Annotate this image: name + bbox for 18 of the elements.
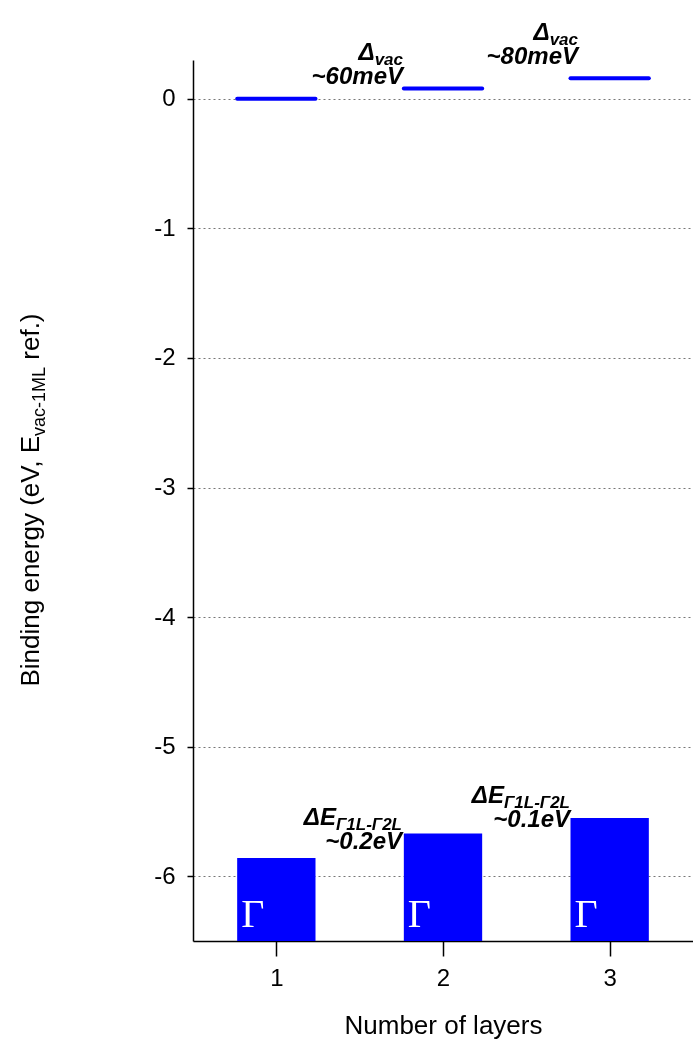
y-tick-label: -6 xyxy=(154,861,176,889)
y-tick-label: -1 xyxy=(154,213,176,241)
x-tick-label: 1 xyxy=(270,963,284,991)
data-label: Γ xyxy=(574,891,598,936)
y-tick-label: -5 xyxy=(154,732,176,760)
x-tick-label: 2 xyxy=(436,963,451,991)
data-label: Γ xyxy=(407,891,431,936)
annotation: Δ$_{vac}$ ~60meV xyxy=(311,38,403,89)
y-tick-label: -3 xyxy=(154,473,176,501)
annotation: ΔE$_{Γ1L-Γ2L}$ ~0.1eV xyxy=(471,781,570,832)
data-label: Γ xyxy=(241,891,265,936)
y-tick-label: -2 xyxy=(154,343,176,371)
annotation: ΔE$_{Γ1L-Γ2L}$ ~0.2eV xyxy=(303,803,402,854)
y-tick-label: 0 xyxy=(162,84,176,112)
annotation: Δ$_{vac}$ ~80meV xyxy=(486,18,578,69)
x-tick-label: 3 xyxy=(603,963,617,991)
y-tick-label: -4 xyxy=(154,602,176,630)
x-axis-title: Number of layers xyxy=(344,1009,543,1040)
